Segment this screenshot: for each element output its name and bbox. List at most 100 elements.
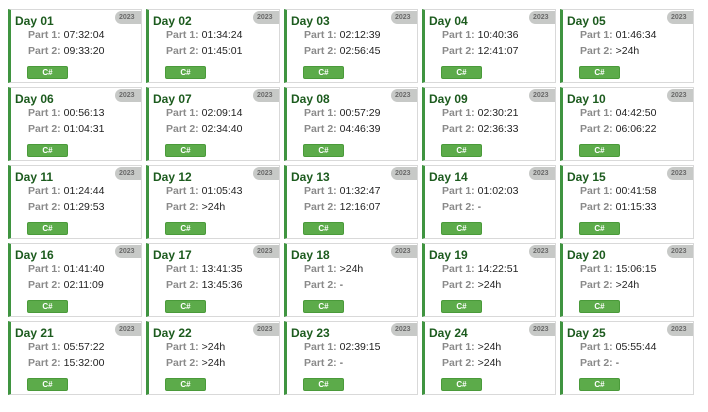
day-card-17: Day 17 2023 Part 1: 13:41:35 Part 2: 13:… — [146, 243, 280, 317]
day-card-24: Day 24 2023 Part 1: >24h Part 2: >24h C# — [422, 321, 556, 395]
year-badge: 2023 — [115, 245, 141, 258]
day-title[interactable]: Day 24 — [429, 326, 468, 340]
language-button[interactable]: C# — [165, 222, 206, 235]
language-button[interactable]: C# — [303, 378, 344, 391]
part-2-row: Part 2: >24h — [580, 279, 639, 291]
part-1-time: 01:05:43 — [201, 185, 243, 197]
language-button[interactable]: C# — [27, 378, 68, 391]
language-button[interactable]: C# — [441, 378, 482, 391]
part-1-row: Part 1: 00:56:13 — [28, 107, 104, 119]
part-1-time: 00:57:29 — [339, 107, 381, 119]
day-title[interactable]: Day 19 — [429, 248, 468, 262]
language-button[interactable]: C# — [27, 144, 68, 157]
part-2-label: Part 2: — [28, 123, 61, 135]
day-title[interactable]: Day 12 — [153, 170, 192, 184]
language-button[interactable]: C# — [303, 300, 344, 313]
part-2-time: >24h — [201, 357, 226, 369]
language-button[interactable]: C# — [27, 222, 68, 235]
part-2-time: 01:04:31 — [63, 123, 105, 135]
day-title[interactable]: Day 11 — [15, 170, 54, 184]
language-button[interactable]: C# — [441, 300, 482, 313]
language-button[interactable]: C# — [441, 144, 482, 157]
part-1-time: 01:24:44 — [63, 185, 105, 197]
part-1-row: Part 1: 01:02:03 — [442, 185, 518, 197]
language-button[interactable]: C# — [165, 300, 206, 313]
day-title[interactable]: Day 07 — [153, 92, 192, 106]
language-button[interactable]: C# — [303, 222, 344, 235]
day-title[interactable]: Day 16 — [15, 248, 54, 262]
language-button[interactable]: C# — [303, 144, 344, 157]
day-title[interactable]: Day 21 — [15, 326, 54, 340]
part-1-row: Part 1: >24h — [166, 341, 225, 353]
day-title[interactable]: Day 17 — [153, 248, 192, 262]
day-title[interactable]: Day 10 — [567, 92, 606, 106]
part-1-label: Part 1: — [580, 107, 613, 119]
day-title[interactable]: Day 09 — [429, 92, 468, 106]
part-2-label: Part 2: — [304, 201, 337, 213]
part-1-time: 02:09:14 — [201, 107, 243, 119]
day-card-12: Day 12 2023 Part 1: 01:05:43 Part 2: >24… — [146, 165, 280, 239]
part-2-time: >24h — [477, 357, 502, 369]
part-2-row: Part 2: 02:36:33 — [442, 123, 518, 135]
part-1-row: Part 1: 01:32:47 — [304, 185, 380, 197]
day-title[interactable]: Day 08 — [291, 92, 330, 106]
year-badge: 2023 — [253, 11, 279, 24]
language-button[interactable]: C# — [165, 66, 206, 79]
day-title[interactable]: Day 05 — [567, 14, 606, 28]
language-button[interactable]: C# — [27, 300, 68, 313]
part-2-label: Part 2: — [166, 279, 199, 291]
part-1-row: Part 1: 01:46:34 — [580, 29, 656, 41]
part-2-row: Part 2: - — [304, 279, 343, 291]
part-1-time: 10:40:36 — [477, 29, 519, 41]
language-button[interactable]: C# — [579, 300, 620, 313]
language-button[interactable]: C# — [579, 222, 620, 235]
part-1-label: Part 1: — [28, 107, 61, 119]
day-title[interactable]: Day 25 — [567, 326, 606, 340]
part-2-time: 01:15:33 — [615, 201, 657, 213]
part-1-label: Part 1: — [28, 263, 61, 275]
part-2-row: Part 2: 01:29:53 — [28, 201, 104, 213]
part-1-time: >24h — [339, 263, 364, 275]
language-button[interactable]: C# — [303, 66, 344, 79]
part-2-time: 01:45:01 — [201, 45, 243, 57]
language-button[interactable]: C# — [579, 66, 620, 79]
year-badge: 2023 — [667, 245, 693, 258]
day-title[interactable]: Day 14 — [429, 170, 468, 184]
day-card-18: Day 18 2023 Part 1: >24h Part 2: - C# — [284, 243, 418, 317]
language-button[interactable]: C# — [441, 222, 482, 235]
year-badge: 2023 — [529, 11, 555, 24]
part-1-time: 05:57:22 — [63, 341, 105, 353]
part-1-time: 02:30:21 — [477, 107, 519, 119]
day-title[interactable]: Day 22 — [153, 326, 192, 340]
part-2-time: - — [339, 357, 344, 369]
year-badge: 2023 — [391, 167, 417, 180]
part-2-row: Part 2: 02:56:45 — [304, 45, 380, 57]
language-button[interactable]: C# — [579, 144, 620, 157]
day-card-3: Day 03 2023 Part 1: 02:12:39 Part 2: 02:… — [284, 9, 418, 83]
day-title[interactable]: Day 02 — [153, 14, 192, 28]
day-title[interactable]: Day 18 — [291, 248, 330, 262]
part-2-row: Part 2: 06:06:22 — [580, 123, 656, 135]
language-button[interactable]: C# — [165, 378, 206, 391]
language-button[interactable]: C# — [441, 66, 482, 79]
day-title[interactable]: Day 06 — [15, 92, 54, 106]
part-1-label: Part 1: — [166, 29, 199, 41]
part-1-time: 07:32:04 — [63, 29, 105, 41]
language-button[interactable]: C# — [165, 144, 206, 157]
part-1-label: Part 1: — [580, 29, 613, 41]
day-title[interactable]: Day 01 — [15, 14, 54, 28]
day-title[interactable]: Day 04 — [429, 14, 468, 28]
part-2-label: Part 2: — [28, 279, 61, 291]
language-button[interactable]: C# — [579, 378, 620, 391]
day-title[interactable]: Day 20 — [567, 248, 606, 262]
day-card-4: Day 04 2023 Part 1: 10:40:36 Part 2: 12:… — [422, 9, 556, 83]
day-title[interactable]: Day 15 — [567, 170, 606, 184]
day-title[interactable]: Day 03 — [291, 14, 330, 28]
part-1-time: 15:06:15 — [615, 263, 657, 275]
language-button[interactable]: C# — [27, 66, 68, 79]
year-badge: 2023 — [391, 245, 417, 258]
year-badge: 2023 — [391, 89, 417, 102]
part-2-time: 02:56:45 — [339, 45, 381, 57]
day-title[interactable]: Day 23 — [291, 326, 330, 340]
day-title[interactable]: Day 13 — [291, 170, 330, 184]
